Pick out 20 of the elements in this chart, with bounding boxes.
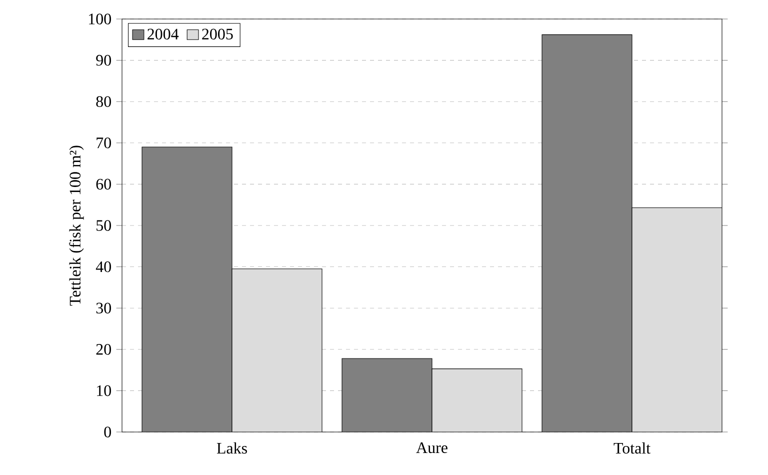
x-tick-label: Totalt	[614, 442, 650, 454]
bar	[542, 34, 632, 432]
y-tick-label: 70	[96, 137, 111, 148]
y-tick-label: 30	[96, 302, 111, 314]
y-tick-label: 40	[96, 261, 111, 272]
y-tick-label: 60	[96, 178, 111, 190]
x-tick-label: Laks	[216, 442, 247, 454]
y-tick-label: 80	[96, 96, 111, 107]
y-tick-label: 100	[89, 14, 111, 24]
y-tick-label: 0	[104, 426, 111, 438]
legend-label: 2004	[148, 28, 179, 40]
bar	[342, 358, 432, 432]
bar	[142, 146, 232, 432]
y-tick-label: 10	[97, 385, 111, 396]
y-tick-label: 20	[96, 344, 111, 355]
y-axis-title: Tettleik (fisk per 100 m²)	[69, 146, 84, 306]
y-tick-label: 50	[96, 220, 111, 231]
legend-label: 2005	[202, 28, 233, 40]
x-tick-label: Aure	[416, 442, 448, 454]
y-tick-label: 90	[96, 54, 111, 66]
